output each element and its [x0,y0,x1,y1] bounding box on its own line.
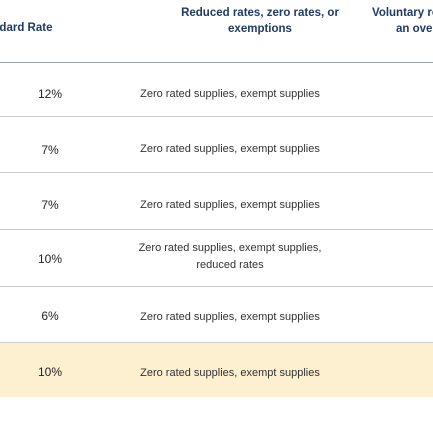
header-reduced-rates: Reduced rates, zero rates, or exemptions [181,7,339,35]
standard-rate-cell: 10% [37,365,63,379]
exemptions-cell: Zero rated supplies, exempt supplies [140,311,320,323]
exemptions-cell: Zero rated supplies, exempt supplies, re… [105,240,355,274]
exemptions-cell: Zero rated supplies, exempt supplies [140,367,320,379]
standard-rate-cell: 6% [41,309,59,323]
standard-rate-cell: 10% [37,252,63,266]
table-row: 7% Zero rated supplies, exempt supplies [0,117,433,173]
exemptions-line1: Zero rated supplies, exempt supplies, [138,242,322,254]
exemptions-cell: Zero rated supplies, exempt supplies [140,143,320,155]
table-row-highlighted: 10% Zero rated supplies, exempt supplies [0,343,433,397]
table-header: andard Rate Reduced rates, zero rates, o… [0,0,433,63]
standard-rate-cell: 7% [41,143,59,157]
exemptions-line2: reduced rates [196,259,264,271]
table-row: 6% Zero rated supplies, exempt supplies [0,287,433,343]
exemptions-cell: Zero rated supplies, exempt supplies [140,88,320,100]
exemptions-cell: Zero rated supplies, exempt supplies [140,199,320,211]
table-row: 10% Zero rated supplies, exempt supplies… [0,230,433,287]
header-voluntary-line2: an over [396,23,433,35]
table-row: 12% Zero rated supplies, exempt supplies [0,63,433,117]
header-voluntary-registration: Voluntary reg an over [372,5,433,37]
table-row: 7% Zero rated supplies, exempt supplies [0,173,433,230]
standard-rate-cell: 7% [41,198,59,212]
header-standard-rate: andard Rate [0,22,53,34]
standard-rate-cell: 12% [37,87,63,101]
header-voluntary-line1: Voluntary reg [372,7,433,19]
